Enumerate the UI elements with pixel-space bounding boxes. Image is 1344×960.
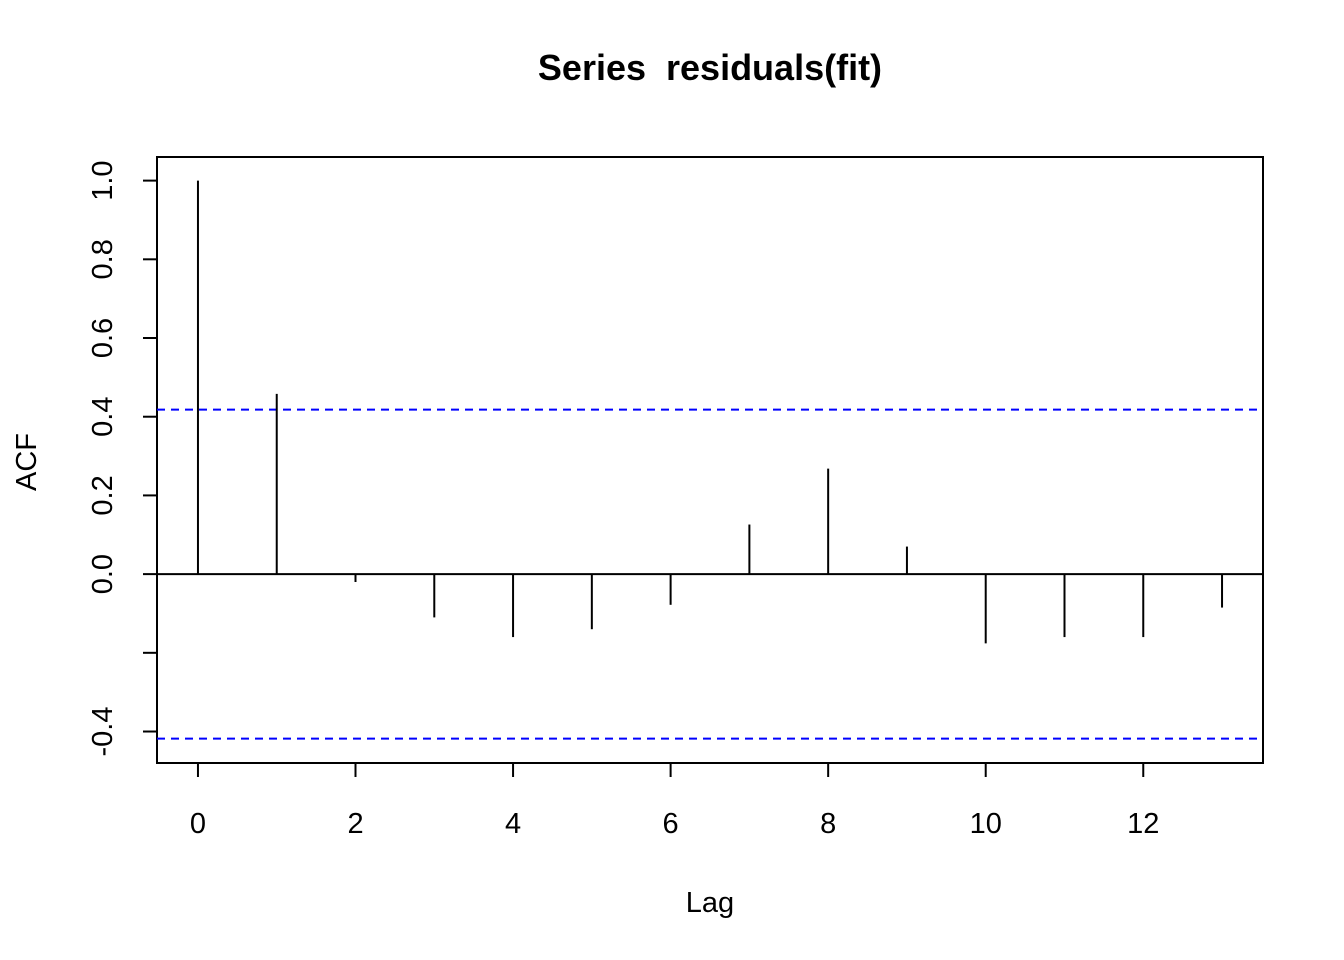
y-tick-label-0.4: 0.4 <box>87 397 119 437</box>
x-tick-label-6: 6 <box>663 808 679 840</box>
y-tick-label-0.6: 0.6 <box>87 318 119 358</box>
x-tick-label-8: 8 <box>820 808 836 840</box>
y-tick-label-0.2: 0.2 <box>87 475 119 515</box>
y-tick-label-0.0: 0.0 <box>87 554 119 594</box>
x-tick-label-4: 4 <box>505 808 521 840</box>
x-tick-label-2: 2 <box>347 808 363 840</box>
y-tick-label-1.0: 1.0 <box>87 160 119 200</box>
y-axis-label: ACF <box>11 433 43 491</box>
y-tick-label-0.8: 0.8 <box>87 239 119 279</box>
plot-frame <box>156 156 1264 764</box>
y-tick-label--0.4: -0.4 <box>87 707 119 757</box>
plot-area: 0 2 4 6 8 10 12 -0.4 0.0 0.2 0.4 0.6 0.8 1.0 <box>87 156 1264 840</box>
x-tick-label-10: 10 <box>970 808 1002 840</box>
x-axis-label: Lag <box>686 887 734 919</box>
x-tick-label-0: 0 <box>190 808 206 840</box>
x-tick-label-12: 12 <box>1127 808 1159 840</box>
chart-title: Series residuals(fit) <box>538 47 882 88</box>
